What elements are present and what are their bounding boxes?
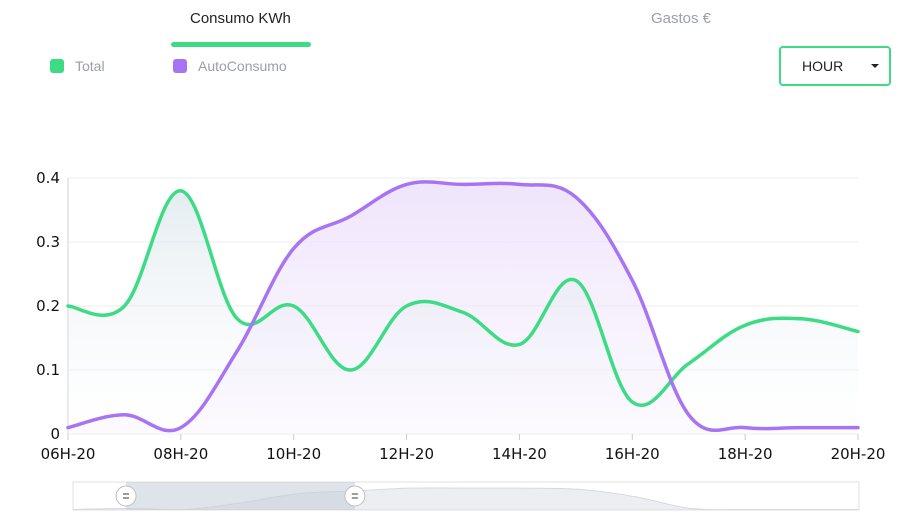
range-navigator[interactable] [72, 481, 860, 511]
x-tick-label: 06H-20 [41, 445, 96, 463]
navigator-handle-left[interactable] [115, 485, 137, 507]
y-tick-label: 0.2 [36, 297, 60, 315]
y-tick-label: 0 [50, 425, 60, 443]
legend-label-total: Total [75, 58, 105, 74]
tab-consumo-kwh[interactable]: Consumo KWh [190, 10, 291, 27]
navigator-handle-right[interactable] [344, 485, 366, 507]
x-axis: 06H-20 08H-20 10H-20 12H-20 14H-20 16H-20 18H-… [41, 434, 886, 463]
tab-gastos[interactable]: Gastos € [651, 10, 712, 27]
legend-label-autoconsumo: AutoConsumo [198, 58, 287, 74]
series-lines [66, 180, 860, 433]
y-tick-label: 0.1 [36, 361, 60, 379]
x-tick-label: 18H-20 [718, 445, 773, 463]
x-tick-label: 20H-20 [831, 445, 886, 463]
area-fills [68, 181, 858, 434]
y-axis: 0 0.1 0.2 0.3 0.4 [36, 169, 60, 443]
x-tick-label: 10H-20 [266, 445, 321, 463]
caret-down-icon [871, 64, 879, 68]
legend-item-autoconsumo[interactable]: AutoConsumo [173, 58, 287, 74]
legend-item-total[interactable]: Total [50, 58, 105, 74]
legend-swatch-total [50, 59, 64, 73]
legend-swatch-autoconsumo [173, 59, 187, 73]
area-total [68, 190, 858, 434]
navigator-selection[interactable] [126, 482, 355, 510]
active-tab-indicator [171, 42, 311, 47]
line-total [66, 189, 860, 407]
granularity-select-value: HOUR [802, 58, 844, 74]
granularity-select[interactable]: HOUR [779, 46, 891, 86]
x-tick-label: 12H-20 [379, 445, 434, 463]
y-tick-label: 0.4 [36, 169, 60, 187]
x-tick-label: 14H-20 [492, 445, 547, 463]
x-tick-label: 16H-20 [605, 445, 660, 463]
x-tick-label: 08H-20 [153, 445, 208, 463]
y-tick-label: 0.3 [36, 233, 60, 251]
line-autoconsumo [66, 180, 860, 433]
